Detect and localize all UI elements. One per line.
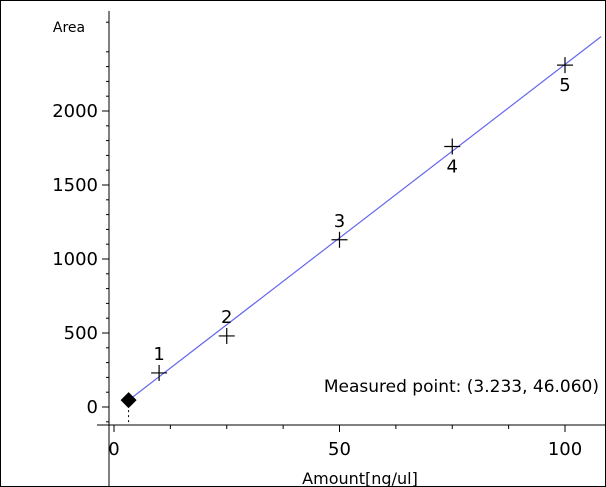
measured-point-annotation: Measured point: (3.233, 46.060) bbox=[324, 377, 599, 397]
axes-layer bbox=[97, 11, 605, 486]
x-tick-label: 0 bbox=[108, 439, 119, 460]
point-label: 5 bbox=[559, 75, 570, 96]
y-tick-label: 1500 bbox=[52, 175, 98, 196]
calibration-fit-line bbox=[128, 36, 602, 401]
calibration-point: 4 bbox=[444, 138, 461, 178]
x-axis-label: Amount[ng/ul] bbox=[302, 469, 418, 486]
calibration-point: 5 bbox=[557, 57, 573, 96]
calibration-point: 3 bbox=[331, 211, 348, 248]
point-label: 3 bbox=[334, 211, 345, 232]
y-tick-label: 1000 bbox=[52, 249, 98, 270]
point-label: 2 bbox=[221, 307, 232, 328]
measured-point-marker bbox=[120, 392, 137, 409]
y-tick-label: 2000 bbox=[52, 101, 98, 122]
calibration-point: 2 bbox=[218, 307, 235, 344]
y-tick-label: 500 bbox=[64, 323, 98, 344]
point-label: 1 bbox=[153, 344, 164, 365]
points-layer: 1 2 3 4 5 bbox=[120, 57, 573, 425]
calibration-point: 1 bbox=[151, 344, 168, 381]
fit-line-layer bbox=[128, 36, 602, 401]
y-axis-label: Area bbox=[53, 20, 85, 36]
x-tick-label: 50 bbox=[328, 439, 351, 460]
ticks-layer: 0 500 1000 1500 2000 0 50 100 bbox=[52, 21, 582, 460]
y-axis-label-bg bbox=[41, 14, 101, 36]
y-tick-label: 0 bbox=[87, 397, 98, 418]
point-label: 4 bbox=[447, 157, 458, 178]
x-tick-label: 100 bbox=[548, 439, 582, 460]
